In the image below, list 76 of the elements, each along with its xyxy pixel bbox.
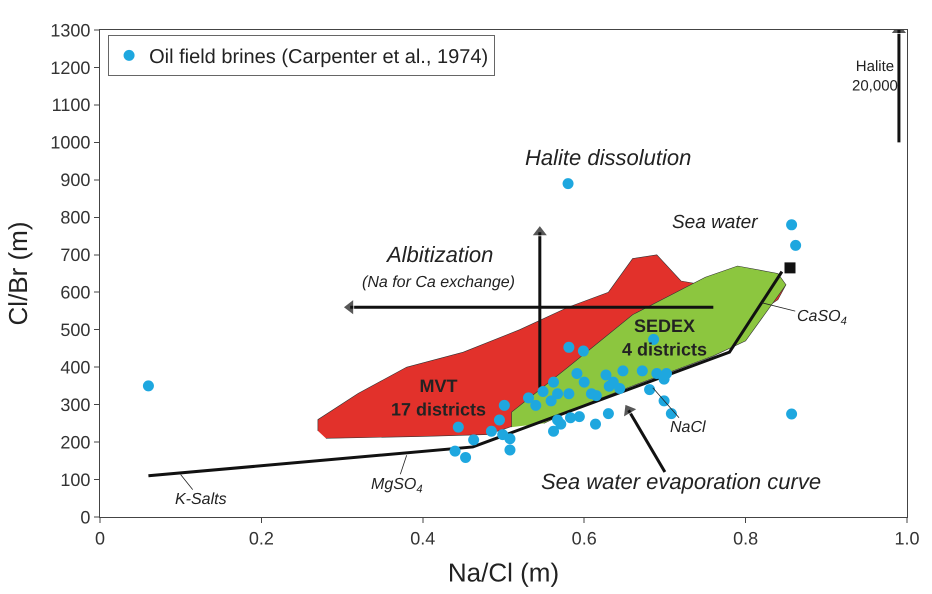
y-tick-label: 1200 [50, 58, 90, 78]
x-tick-label: 0.4 [410, 528, 436, 549]
y-tick-label: 1000 [50, 132, 90, 153]
y-tick-label: 100 [60, 470, 90, 490]
point [498, 400, 510, 411]
point [460, 452, 472, 463]
point [666, 408, 677, 420]
annotation: Sea water evaporation curve [541, 469, 822, 494]
point [602, 408, 614, 420]
annotation: Sea water [672, 212, 758, 233]
y-tick-label: 200 [60, 432, 90, 452]
annotation: NaCl [670, 419, 706, 436]
y-tick-label: 1300 [50, 20, 90, 40]
point [563, 388, 574, 400]
point [552, 414, 564, 426]
point [504, 444, 516, 456]
point [523, 392, 534, 404]
annotation: Albitization [385, 242, 494, 267]
point [564, 412, 576, 424]
point [658, 395, 670, 406]
y-tick-label: 0 [80, 507, 90, 528]
point [563, 342, 574, 353]
point [590, 418, 601, 430]
annotation: (Na for Ca exchange) [362, 274, 515, 291]
point [468, 434, 480, 446]
annotation: SEDEX 4 districts [622, 316, 708, 360]
point [562, 178, 574, 190]
point [790, 240, 802, 251]
point [786, 219, 798, 230]
point [504, 433, 516, 444]
point [786, 408, 798, 420]
annotation: K-Salts [175, 491, 227, 508]
point [548, 426, 560, 437]
point [571, 368, 582, 380]
point [530, 400, 542, 411]
annotation: MVT 17 districts [391, 376, 486, 420]
point [614, 383, 626, 394]
legend-label: Oil field brines (Carpenter et al., 1974) [149, 46, 488, 68]
annotation: Halite 20,000 [852, 58, 898, 94]
point [142, 380, 154, 392]
point [636, 365, 648, 376]
point [494, 414, 505, 426]
point [552, 388, 564, 400]
point [548, 376, 560, 388]
point [600, 370, 612, 381]
point [578, 376, 590, 388]
point [486, 426, 497, 437]
x-tick-label: 0.6 [572, 528, 597, 549]
x-tick-label: 0.2 [248, 528, 274, 549]
x-axis-title: Na/Cl (m) [448, 557, 560, 588]
annotation: MgSO$_{4}$ [371, 476, 423, 496]
annotation: Halite dissolution [525, 145, 692, 170]
point [617, 365, 628, 376]
point [538, 386, 549, 397]
y-tick-label: 500 [60, 320, 90, 340]
point [578, 346, 589, 357]
point [546, 395, 557, 406]
point [590, 390, 602, 402]
y-axis-title: Cl/Br (m) [2, 222, 33, 326]
annotation: CaSO$_{4}$ [797, 308, 847, 328]
y-tick-label: 300 [60, 394, 90, 415]
point [450, 446, 461, 457]
y-tick-label: 900 [60, 170, 90, 190]
y-tick-label: 1100 [52, 95, 90, 116]
x-tick-label: 0 [94, 528, 106, 549]
y-tick-label: 700 [60, 245, 90, 266]
point [784, 262, 796, 274]
point [644, 384, 656, 396]
y-tick-label: 400 [60, 357, 90, 378]
point [452, 422, 464, 433]
x-tick-label: 1.0 [894, 528, 920, 549]
point [574, 411, 585, 422]
y-tick-label: 800 [60, 208, 90, 228]
point [608, 376, 619, 388]
y-tick-label: 600 [60, 282, 90, 303]
x-tick-label: 0.8 [733, 528, 758, 549]
